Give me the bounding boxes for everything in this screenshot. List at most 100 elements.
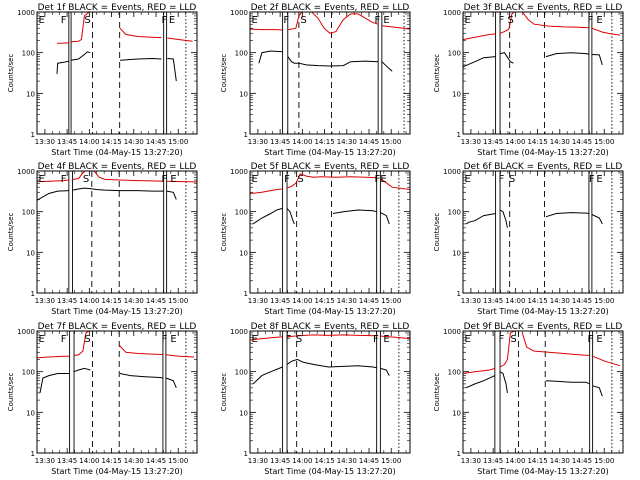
x-axis-label: Start Time (04-May-15 13:27:20) (51, 467, 182, 476)
series-lld-line (463, 367, 496, 374)
panel-data (37, 331, 195, 453)
chart-panel-2: Det 2f BLACK = Events, RED = LLD Counts/s… (220, 3, 411, 157)
panel-data (250, 171, 410, 293)
series-events-line (545, 212, 589, 218)
time-marker-letter: E (464, 174, 470, 185)
x-tick-label: 15:00 (381, 297, 401, 305)
series-events-line (71, 51, 91, 61)
series-lld-line (73, 331, 90, 356)
time-marker-letter: F (499, 174, 505, 185)
time-marker-letter: S (300, 15, 306, 26)
series-events-line (591, 54, 603, 66)
panel-data (463, 12, 621, 134)
y-tick-label: 1 (31, 450, 35, 458)
y-axis-label: Counts/sec (220, 373, 228, 412)
series-lld-line (250, 28, 283, 31)
time-marker-letter: F (499, 334, 505, 345)
y-tick-label: 1 (244, 131, 248, 139)
time-marker-letter: E (596, 334, 602, 345)
series-events-line (252, 207, 283, 225)
x-tick-label: 13:45 (483, 457, 503, 465)
time-marker-letter: E (596, 174, 602, 185)
x-tick-label: 14:45 (359, 297, 379, 305)
panel-data (250, 12, 410, 134)
y-axis-label: Counts/sec (433, 213, 441, 252)
x-tick-label: 14:45 (146, 297, 166, 305)
y-tick-label: 1000 (443, 328, 461, 336)
series-events-line (591, 214, 603, 225)
series-lld-line (118, 344, 163, 355)
x-axis-label: Start Time (04-May-15 13:27:20) (477, 148, 608, 157)
series-lld-line (119, 27, 162, 39)
x-tick-label: 14:45 (572, 297, 592, 305)
x-tick-label: 13:30 (35, 297, 55, 305)
series-lld-line (521, 332, 590, 356)
x-tick-label: 14:45 (359, 138, 379, 146)
series-events-line (258, 50, 283, 64)
series-lld-line (37, 179, 69, 183)
series-events-line (39, 373, 70, 393)
x-tick-label: 14:15 (101, 457, 121, 465)
series-events-line (72, 187, 164, 192)
x-tick-label: 14:15 (314, 138, 334, 146)
x-tick-label: 14:30 (337, 297, 357, 305)
y-tick-label: 10 (452, 409, 461, 417)
time-marker-letter: S (296, 334, 302, 345)
panel-title: Det 1f BLACK = Events, RED = LLD (38, 3, 197, 13)
series-events-line (380, 212, 390, 225)
y-tick-label: 1 (244, 290, 248, 298)
series-events-line (465, 213, 496, 225)
time-marker-letter: F (161, 174, 167, 185)
x-tick-label: 13:45 (270, 138, 290, 146)
y-tick-label: 1000 (443, 168, 461, 176)
series-events-line (252, 366, 283, 385)
y-tick-label: 10 (239, 409, 248, 417)
series-events-line (499, 52, 514, 64)
chart-panel-9: Det 9f BLACK = Events, RED = LLD Counts/s… (433, 322, 624, 476)
x-tick-label: 13:30 (461, 457, 481, 465)
time-marker-letter: F (283, 15, 289, 26)
panel-title: Det 7f BLACK = Events, RED = LLD (38, 322, 197, 332)
chart-panel-5: Det 5f BLACK = Events, RED = LLD Counts/s… (220, 162, 411, 316)
plot-frame (249, 11, 411, 135)
plot-frame (462, 170, 624, 294)
y-tick-label: 1000 (230, 9, 248, 17)
x-tick-label: 14:00 (505, 138, 525, 146)
y-axis-label: Counts/sec (433, 54, 441, 93)
x-tick-label: 13:30 (248, 138, 268, 146)
y-tick-label: 100 (22, 369, 35, 377)
time-marker-letter: S (509, 174, 515, 185)
series-lld-line (286, 334, 377, 338)
series-events-line (166, 190, 177, 200)
x-tick-label: 13:45 (483, 297, 503, 305)
time-marker-letter: E (596, 15, 602, 26)
y-tick-label: 1 (457, 290, 461, 298)
series-lld-line (286, 173, 377, 189)
time-marker-letter: E (251, 174, 257, 185)
x-tick-label: 14:30 (550, 297, 570, 305)
series-events-line (56, 60, 70, 74)
x-tick-label: 14:15 (314, 457, 334, 465)
time-marker-letter: F (61, 174, 67, 185)
y-axis-label: Counts/sec (7, 373, 15, 412)
x-tick-label: 14:00 (292, 297, 312, 305)
time-marker-letter: F (286, 334, 292, 345)
x-tick-label: 15:00 (168, 457, 188, 465)
y-tick-label: 10 (452, 249, 461, 257)
x-tick-label: 14:15 (314, 297, 334, 305)
series-events-line (545, 380, 590, 385)
y-axis-label: Counts/sec (433, 373, 441, 412)
x-tick-label: 14:00 (292, 138, 312, 146)
x-tick-label: 14:45 (146, 138, 166, 146)
series-events-line (592, 385, 603, 397)
y-tick-label: 1000 (230, 168, 248, 176)
series-lld-line (71, 12, 90, 43)
y-tick-label: 1 (31, 131, 35, 139)
time-marker-letter: F (587, 334, 593, 345)
x-axis-label: Start Time (04-May-15 13:27:20) (264, 467, 395, 476)
plot-frame (36, 11, 198, 135)
y-axis-label: Counts/sec (7, 213, 15, 252)
y-tick-label: 100 (235, 209, 248, 217)
series-events-line (37, 190, 69, 201)
y-tick-label: 10 (239, 90, 248, 98)
